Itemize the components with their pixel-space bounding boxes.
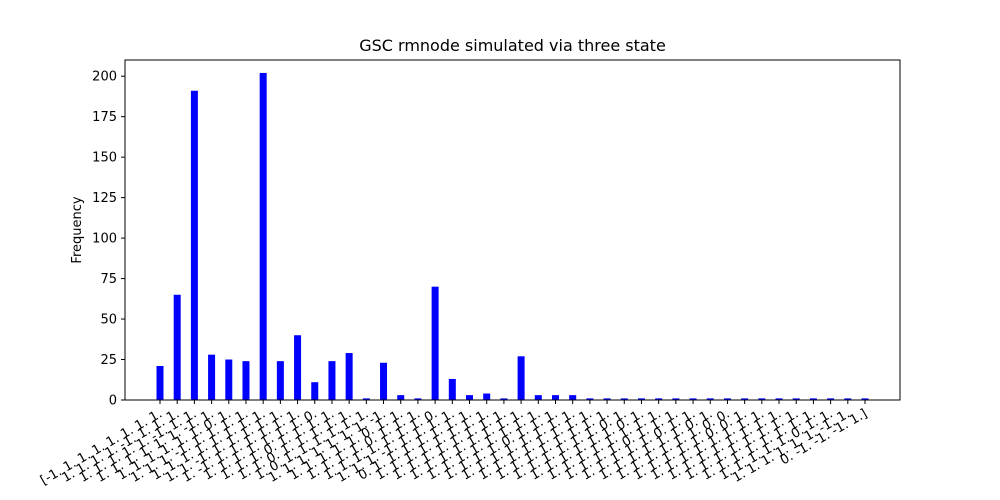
y-axis-label: Frequency	[70, 196, 85, 263]
bar	[586, 398, 594, 400]
bar	[345, 353, 353, 400]
bar	[689, 398, 697, 400]
bar	[672, 398, 680, 400]
bar	[294, 335, 302, 400]
y-tick-label: 75	[100, 272, 117, 287]
bar	[431, 286, 439, 400]
y-tick-label: 125	[92, 191, 117, 206]
bar	[534, 395, 542, 400]
bar	[190, 90, 198, 400]
bar	[362, 398, 370, 400]
bar	[466, 395, 474, 400]
bar	[259, 72, 267, 400]
bar	[328, 361, 336, 400]
bar	[397, 395, 405, 400]
bar	[706, 398, 714, 400]
bar	[551, 395, 559, 400]
bar	[483, 393, 491, 400]
y-tick-label: 175	[92, 110, 117, 125]
bar	[414, 398, 422, 400]
y-tick-label: 50	[100, 313, 117, 328]
bar	[620, 398, 628, 400]
plot-frame	[124, 59, 901, 401]
bar	[809, 398, 817, 400]
bar	[775, 398, 783, 400]
chart-title: GSC rmnode simulated via three state	[359, 36, 666, 55]
bar	[655, 398, 663, 400]
bar	[448, 378, 456, 400]
bar	[380, 362, 388, 400]
bar	[225, 359, 233, 400]
y-axis: 0 25 50 75 100 125 150 175 200	[92, 70, 125, 409]
bar	[861, 398, 869, 400]
bar	[637, 398, 645, 400]
bar	[500, 398, 508, 400]
bar	[173, 294, 181, 400]
bar	[827, 398, 835, 400]
x-axis: [-1. 1. 1. 1. 1. 1. 1. 1.1. 1. 1. 1. -1.…	[38, 400, 870, 488]
y-tick-label: 0	[109, 394, 117, 409]
bar	[208, 354, 216, 400]
bar	[844, 398, 852, 400]
bar	[242, 361, 250, 400]
y-tick-label: 25	[100, 353, 117, 368]
bar	[723, 398, 731, 400]
y-tick-label: 200	[92, 70, 117, 85]
bar	[792, 398, 800, 400]
bars-group	[156, 72, 869, 400]
bar	[276, 361, 284, 400]
bar	[569, 395, 577, 400]
bar	[517, 356, 525, 400]
bar	[156, 366, 164, 400]
bar	[603, 398, 611, 400]
bar	[741, 398, 749, 400]
bar	[758, 398, 766, 400]
y-tick-label: 100	[92, 232, 117, 247]
bar	[311, 382, 319, 400]
y-tick-label: 150	[92, 151, 117, 166]
